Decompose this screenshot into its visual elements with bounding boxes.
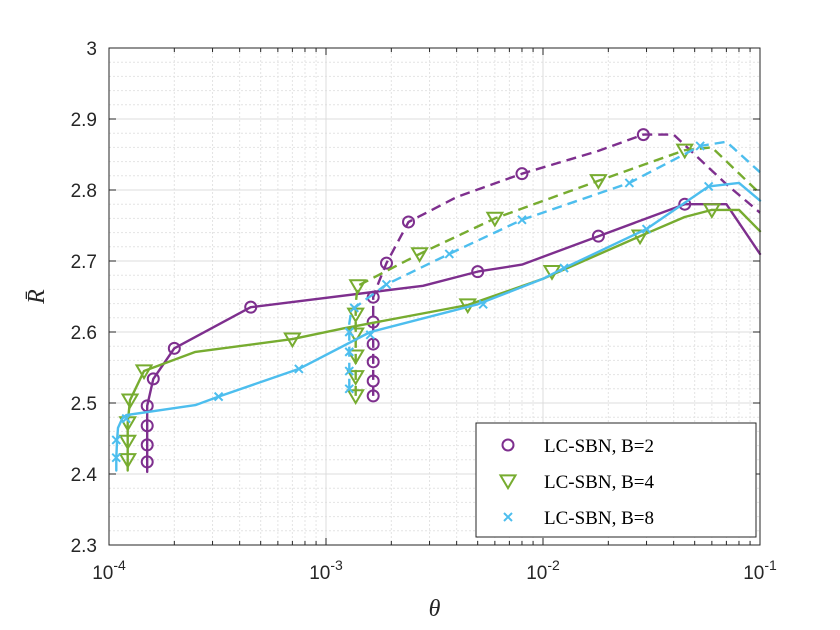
data-point-marker: [213, 391, 224, 402]
y-tick-label: 2.7: [71, 252, 97, 273]
legend-marker: [503, 512, 513, 522]
data-point-marker: [485, 211, 505, 228]
y-tick-label: 3: [86, 39, 97, 60]
series-line: [348, 140, 761, 389]
data-point-marker: [140, 455, 154, 469]
legend-label: LC-SBN, B=2: [544, 436, 654, 457]
data-point-marker: [146, 372, 160, 386]
data-point-marker: [120, 393, 140, 410]
y-tick-label: 2.6: [71, 323, 97, 344]
legend-label: LC-SBN, B=4: [544, 472, 654, 493]
data-point-marker: [471, 265, 485, 279]
data-point-marker: [624, 178, 635, 188]
data-point-marker: [381, 279, 392, 290]
data-point-marker: [444, 249, 455, 259]
data-point-marker: [121, 413, 131, 424]
y-tick-labels: 2.3 2.4 2.5 2.6 2.7 2.8 2.9 3: [71, 39, 98, 557]
data-point-marker: [294, 364, 304, 374]
legend-marker: [501, 438, 515, 452]
data-point-marker: [111, 435, 121, 445]
series-line: [354, 146, 761, 396]
series-group: [366, 128, 761, 403]
data-point-marker: [140, 438, 154, 452]
y-tick-label: 2.4: [71, 465, 98, 486]
data-point-marker: [344, 347, 354, 357]
data-point-marker: [140, 419, 154, 433]
axis-ticks: [108, 47, 761, 546]
x-axis-label: θ: [429, 596, 441, 622]
data-point-marker: [589, 174, 608, 190]
data-point-marker: [478, 299, 488, 310]
series-line: [372, 133, 761, 396]
y-tick-label: 2.5: [71, 394, 97, 415]
data-point-marker: [630, 229, 650, 246]
series-line: [145, 202, 762, 474]
data-point-marker: [118, 453, 137, 469]
data-point-marker: [111, 452, 121, 463]
data-point-marker: [678, 197, 692, 211]
data-point-marker: [344, 366, 354, 376]
data-point-marker: [344, 384, 354, 394]
data-point-marker: [379, 256, 393, 270]
data-point-marker: [346, 389, 365, 405]
series-layer: [111, 128, 762, 474]
data-point-marker: [410, 247, 429, 263]
y-axis-label: R̄: [24, 289, 50, 305]
data-point-marker: [346, 349, 365, 366]
series-group: [344, 140, 761, 394]
x-tick-label-exponent: -1: [764, 557, 777, 573]
x-tick-label-exponent: -2: [547, 557, 560, 573]
data-point-marker: [402, 215, 416, 229]
data-point-marker: [636, 128, 650, 142]
data-point-marker: [283, 332, 302, 349]
y-tick-label: 2.3: [71, 536, 97, 557]
series-group: [111, 181, 762, 472]
data-point-marker: [346, 370, 365, 386]
legend-label: LC-SBN, B=8: [544, 508, 654, 529]
y-tick-label: 2.8: [71, 181, 97, 202]
data-point-marker: [366, 389, 380, 403]
data-point-marker: [365, 330, 376, 340]
data-point-marker: [515, 167, 529, 181]
y-tick-label: 2.9: [71, 110, 97, 131]
data-point-marker: [118, 434, 137, 451]
data-point-marker: [695, 141, 705, 151]
x-tick-label-exponent: -4: [113, 557, 126, 573]
plot-frame: [108, 47, 761, 546]
data-point-marker: [344, 327, 354, 337]
legend: LC-SBN, B=2 LC-SBN, B=4 LC-SBN, B=8: [475, 422, 757, 538]
data-point-marker: [559, 263, 569, 273]
legend-marker: [498, 474, 518, 491]
series-line: [126, 208, 762, 472]
data-point-marker: [244, 300, 258, 314]
data-point-marker: [517, 215, 527, 225]
data-point-marker: [702, 203, 722, 219]
x-tick-label-exponent: -3: [330, 557, 343, 573]
series-group: [118, 203, 762, 472]
data-point-marker: [348, 279, 367, 295]
data-point-marker: [366, 355, 380, 369]
data-point-marker: [134, 364, 154, 381]
data-point-marker: [349, 303, 359, 313]
data-point-marker: [167, 341, 181, 355]
data-point-marker: [703, 181, 714, 192]
legend-box: [475, 422, 757, 538]
data-point-marker: [641, 224, 652, 234]
data-point-marker: [591, 229, 605, 243]
data-point-marker: [366, 374, 380, 388]
